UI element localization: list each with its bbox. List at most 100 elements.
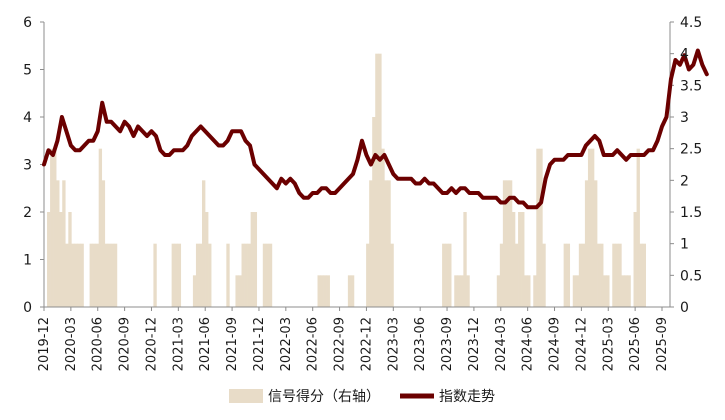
legend-label-index-trend: 指数走势 [439,389,495,405]
signal-bar [578,243,583,307]
signal-bar [47,212,51,307]
signal-bar [95,243,99,307]
signal-bar [253,212,258,307]
signal-bar [566,243,571,307]
signal-bar [390,243,394,307]
x-tick-label: 2021-03 [171,317,186,371]
signal-bar [496,275,501,307]
x-tick-label: 2024-03 [494,317,509,371]
x-tick-label: 2019-12 [37,317,52,371]
signal-bar [624,275,628,307]
left-tick-label: 1 [23,253,32,269]
right-tick-label: 3.5 [680,78,702,94]
x-tick-label: 2024-06 [521,317,536,371]
right-tick-label: 1.5 [680,205,702,221]
x-tick-label: 2023-12 [467,317,482,371]
signal-bar [268,243,273,307]
right-tick-label: 0 [680,300,689,316]
signal-bar [250,212,254,307]
signal-bar [445,243,449,307]
signal-bar [205,212,209,307]
signal-bar [238,275,242,307]
signal-bar [174,243,179,307]
axes [40,21,674,311]
x-tick-label: 2021-06 [198,317,213,371]
legend-swatch-signal-score [229,389,263,403]
x-tick-label: 2020-03 [64,317,79,371]
signal-bar [572,275,577,307]
signal-bar [381,148,385,307]
signal-bar [600,243,604,307]
signal-bar [442,243,446,307]
left-tick-label: 4 [23,110,32,126]
signal-bar [192,275,197,307]
signal-bar [505,180,510,307]
x-tick-label: 2025-03 [601,317,616,371]
signal-bar [347,275,352,307]
signal-bar [241,243,245,307]
signal-bar [575,275,580,307]
signal-bar [68,212,72,307]
signal-bar [89,243,93,307]
signal-bar [536,148,540,307]
x-tick-label: 2021-09 [225,317,240,371]
signal-bar [597,243,601,307]
right-tick-label: 4.5 [680,15,702,31]
signal-bar [627,275,631,307]
signal-bar [533,275,537,307]
right-axis-tick-labels: 0 0.5 1 1.5 2 2.5 3 3.5 4 4.5 [680,15,702,316]
signal-bar [104,243,109,307]
x-tick-label: 2024-09 [548,317,563,371]
left-tick-label: 5 [23,63,32,79]
left-tick-label: 0 [23,300,32,316]
signal-bar [606,275,610,307]
signal-bar [457,275,461,307]
signal-bar [98,148,103,307]
signal-bar [317,275,321,307]
x-tick-label: 2023-06 [413,317,428,371]
signal-bar [518,212,522,307]
signal-bar [460,275,464,307]
signal-bar [463,212,467,307]
index-trend-line [42,48,709,210]
signal-bar [387,180,391,307]
signal-bar [639,243,643,307]
right-tick-label: 2.5 [680,142,702,158]
left-tick-label: 3 [23,158,32,174]
x-tick-label: 2023-03 [386,317,401,371]
signal-bar [369,180,373,307]
right-tick-label: 2 [680,173,689,189]
signal-bar [539,148,543,307]
signal-bar [65,243,69,307]
x-tick-label: 2020-06 [91,317,106,371]
signal-bar [372,117,376,307]
right-tick-label: 4 [680,47,689,63]
signal-bar [320,275,324,307]
signal-bar [265,243,270,307]
signal-bar [508,180,513,307]
signal-bar [384,180,388,307]
right-tick-label: 1 [680,237,689,253]
x-tick-label: 2022-06 [306,317,321,371]
signal-bar [466,275,470,307]
left-axis-tick-labels: 0 1 2 3 4 5 6 [23,15,32,316]
signal-bar [113,243,118,307]
signal-bar [615,243,619,307]
signal-bar [581,243,586,307]
signal-bar [502,180,507,307]
signal-bar [618,243,622,307]
signal-bar [59,212,63,307]
signal-bar [378,53,382,307]
signal-bar [511,212,516,307]
signal-bar [50,148,54,307]
signal-bar [521,212,525,307]
signal-bar [448,243,452,307]
signal-bar [563,243,567,307]
signal-bar [542,243,546,307]
x-tick-label: 2024-12 [574,317,589,371]
signal-bar [515,243,519,307]
signal-bar [499,243,504,307]
x-tick-label: 2022-03 [279,317,294,371]
signal-bar [621,275,625,307]
